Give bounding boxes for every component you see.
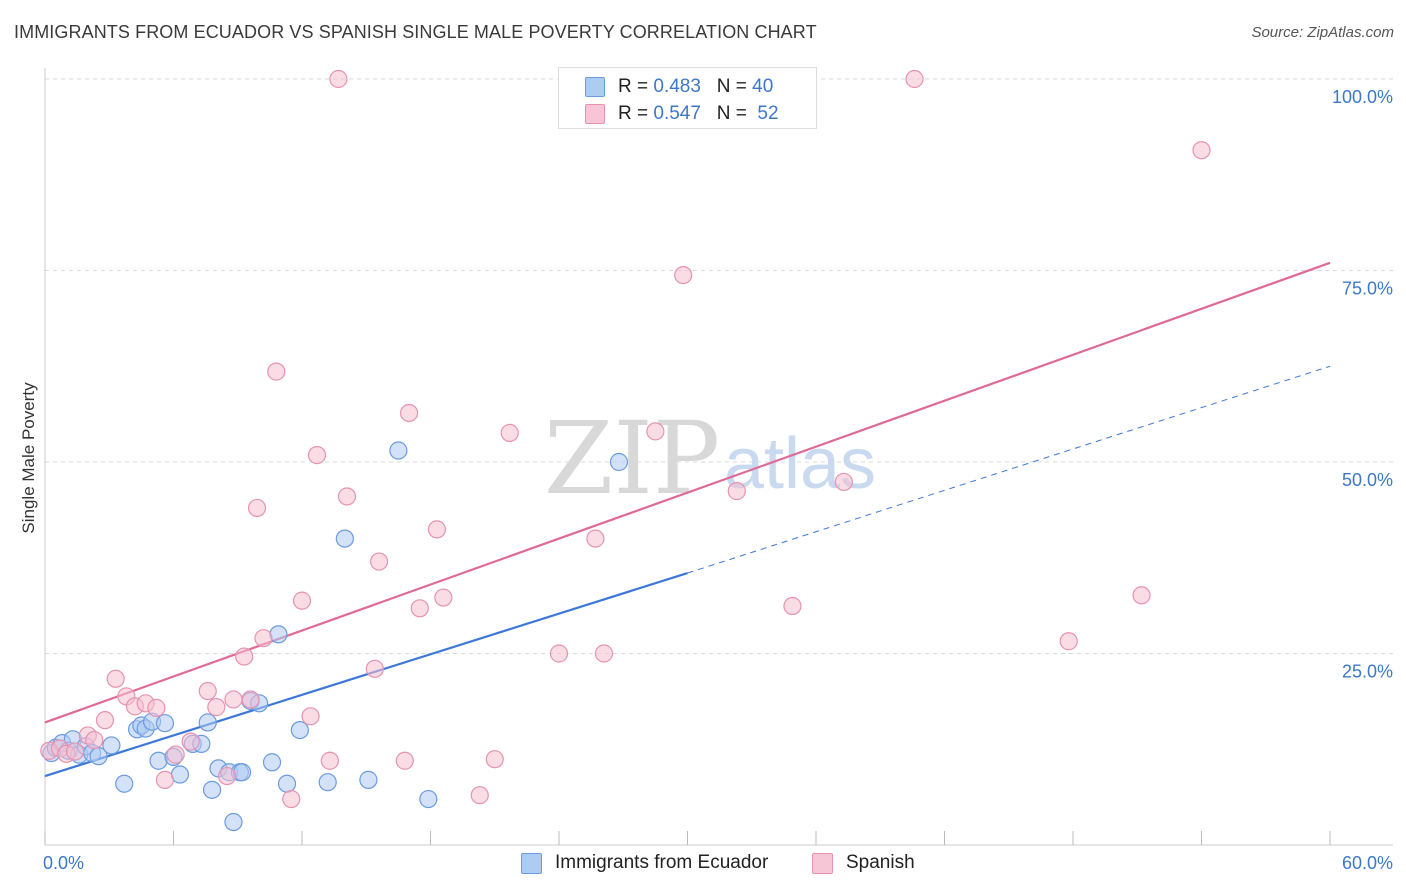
data-point-ecuador (262, 753, 282, 772)
data-point-spanish (1059, 632, 1078, 651)
data-point-spanish (254, 629, 273, 648)
data-point-ecuador (277, 774, 297, 793)
data-point-spanish (147, 698, 166, 717)
data-point-spanish (241, 690, 260, 709)
legend-n-value: 52 (757, 103, 779, 124)
legend-r-label: R = (618, 103, 654, 124)
legend-label-spanish: Spanish (846, 852, 915, 873)
data-point-spanish (674, 265, 693, 285)
legend-r-value: 0.547 (653, 103, 701, 124)
x-tick-label: 60.0% (1342, 853, 1393, 873)
data-point-ecuador (198, 713, 217, 732)
y-axis-label: Single Male Poverty (19, 382, 38, 534)
data-point-spanish (282, 789, 301, 809)
legend-n-label: N = (716, 76, 753, 97)
data-point-spanish (320, 751, 339, 770)
data-point-spanish (834, 472, 853, 492)
data-point-ecuador (290, 720, 309, 740)
data-point-spanish (292, 591, 312, 610)
data-point-spanish (85, 730, 104, 750)
data-point-spanish (198, 681, 217, 701)
data-point-ecuador (335, 529, 354, 548)
data-point-spanish (727, 482, 746, 501)
data-point-spanish (905, 69, 924, 89)
chart-title: IMMIGRANTS FROM ECUADOR VS SPANISH SINGL… (14, 22, 817, 42)
data-point-ecuador (609, 452, 629, 472)
data-point-spanish (470, 786, 489, 805)
correlation-legend: R = 0.483 N = 40 R = 0.547 N = 52 (558, 67, 817, 129)
data-point-ecuador (419, 789, 438, 809)
data-point-spanish (65, 742, 85, 761)
data-point-ecuador (202, 780, 222, 799)
data-point-ecuador (115, 774, 134, 793)
axis-labels: 25.0% 50.0% 75.0% 100.0% 0.0% 60.0% Single Mal… (19, 87, 1393, 873)
data-point-spanish (207, 698, 226, 717)
data-point-spanish (155, 770, 175, 789)
data-point-spanish (395, 751, 414, 770)
data-point-spanish (166, 745, 185, 764)
data-point-ecuador (102, 736, 121, 755)
data-point-spanish (267, 362, 286, 381)
legend-swatch-pink (585, 104, 605, 124)
data-point-ecuador (318, 773, 337, 792)
data-point-spanish (329, 69, 348, 89)
data-point-spanish (337, 487, 357, 506)
data-points (40, 69, 1211, 832)
y-tick-label: 25.0% (1342, 662, 1393, 682)
data-point-spanish (235, 647, 254, 666)
trend-line-ecuador-extension (687, 365, 1331, 574)
trend-line-ecuador (44, 572, 688, 778)
data-point-spanish (95, 711, 115, 730)
data-point-spanish (646, 422, 665, 441)
data-point-spanish (783, 596, 802, 616)
y-tick-label: 100.0% (1332, 87, 1393, 107)
data-point-spanish (365, 659, 384, 678)
data-point-spanish (594, 644, 614, 663)
data-point-spanish (301, 707, 320, 726)
legend-n-value: 40 (752, 76, 774, 97)
legend-r-value: 0.483 (653, 76, 701, 97)
data-point-spanish (410, 599, 429, 618)
y-tick-label: 75.0% (1342, 279, 1393, 299)
axes (44, 68, 1393, 846)
watermark-atlas: atlas (724, 424, 876, 504)
data-point-spanish (500, 423, 519, 442)
legend-r-label: R = (618, 76, 654, 97)
data-point-ecuador (269, 625, 288, 644)
legend-swatch-blue (521, 853, 542, 874)
data-point-spanish (106, 669, 125, 688)
data-point-spanish (217, 766, 237, 786)
data-point-ecuador (389, 441, 408, 460)
data-point-spanish (1132, 586, 1151, 605)
data-point-ecuador (149, 751, 168, 770)
data-point-spanish (399, 403, 419, 423)
legend-label-ecuador: Immigrants from Ecuador (555, 852, 769, 873)
data-point-spanish (181, 732, 200, 751)
data-point-spanish (370, 552, 389, 571)
source-credit: Source: ZipAtlas.com (1251, 24, 1394, 41)
watermark: ZIP atlas (544, 400, 876, 517)
data-point-spanish (586, 529, 605, 548)
data-point-spanish (434, 588, 453, 607)
legend-n-label: N = (716, 103, 753, 124)
data-point-spanish (1192, 141, 1211, 160)
data-point-spanish (427, 520, 447, 539)
x-tick-label: 0.0% (43, 853, 84, 873)
data-point-ecuador (155, 714, 175, 733)
data-point-spanish (485, 750, 504, 769)
gridlines (45, 78, 1393, 654)
data-point-spanish (549, 644, 569, 663)
data-point-ecuador (359, 770, 378, 789)
legend-swatch-pink (812, 853, 833, 874)
data-point-ecuador (224, 812, 243, 832)
data-point-spanish (247, 498, 267, 518)
data-point-spanish (307, 446, 327, 465)
watermark-zip: ZIP (544, 400, 720, 517)
data-point-spanish (224, 690, 243, 709)
y-tick-label: 50.0% (1342, 470, 1393, 490)
legend-swatch-blue (585, 77, 605, 97)
data-point-ecuador (232, 763, 252, 782)
